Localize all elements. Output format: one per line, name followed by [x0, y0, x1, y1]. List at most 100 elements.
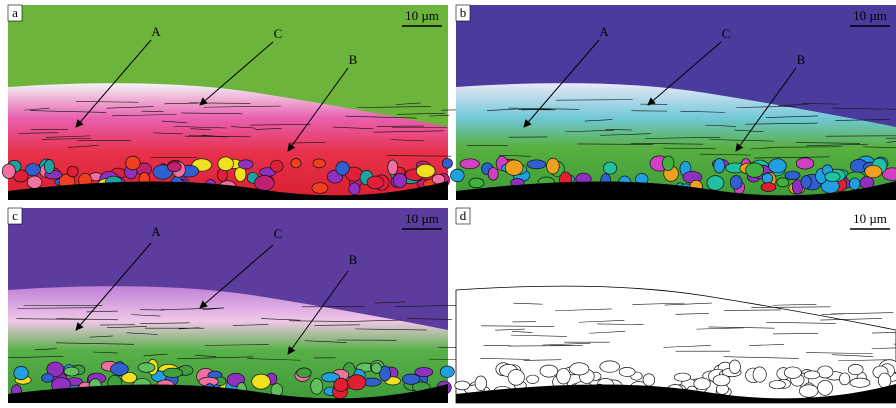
annotation: A [599, 24, 609, 39]
grain [848, 364, 863, 374]
panel-label: d [460, 208, 467, 223]
grain [371, 363, 381, 374]
grain [849, 178, 860, 190]
grain [761, 183, 776, 192]
grain [643, 374, 655, 386]
grain [349, 183, 360, 195]
grain [27, 176, 42, 188]
grain [291, 158, 301, 167]
grain [388, 160, 398, 175]
annotation: A [151, 24, 161, 39]
grain [218, 157, 234, 171]
grain [526, 375, 538, 383]
grain [753, 367, 766, 382]
grain [488, 168, 498, 181]
annotation: C [274, 26, 283, 41]
grain [2, 164, 15, 179]
grain [729, 360, 740, 374]
grain [14, 366, 28, 379]
grain [547, 158, 560, 174]
grain [825, 172, 840, 182]
annotation: B [349, 252, 358, 267]
grain [878, 373, 891, 388]
grain [505, 160, 523, 175]
grain [662, 156, 674, 171]
grain [799, 385, 818, 397]
grain [393, 174, 407, 188]
grain [713, 375, 730, 386]
scale-label: 10 µm [405, 8, 439, 23]
grain [769, 159, 787, 173]
grain [769, 380, 785, 388]
figure: a10 µmACBb10 µmACBc10 µmACBd10 µm [0, 0, 896, 408]
grain [367, 176, 384, 189]
grain [818, 380, 833, 395]
grain [475, 376, 487, 391]
grain [796, 158, 814, 169]
grain [297, 368, 312, 378]
grain [168, 162, 182, 172]
panel-label: b [460, 5, 467, 20]
grain [785, 171, 800, 180]
grain [455, 381, 470, 390]
grain [850, 378, 870, 387]
annotation: C [274, 226, 283, 241]
grain [42, 374, 54, 383]
grain [818, 366, 833, 378]
grain [746, 163, 764, 177]
grain [313, 159, 325, 168]
grain [450, 169, 464, 182]
grain [508, 369, 524, 385]
grain [619, 367, 635, 376]
grain [67, 166, 78, 177]
grain [801, 176, 811, 189]
panel-label: c [12, 208, 18, 223]
grain [707, 176, 724, 191]
scale-label: 10 µm [853, 8, 887, 23]
grain [804, 371, 820, 379]
grain [469, 178, 484, 188]
grain [600, 361, 620, 372]
grain [163, 368, 182, 377]
grain [238, 160, 253, 169]
grain [311, 378, 323, 394]
grain [138, 363, 155, 373]
grain [336, 162, 349, 176]
grain [252, 374, 271, 389]
grain [442, 158, 452, 168]
grain [111, 363, 129, 375]
grain [714, 158, 725, 173]
annotation: B [797, 52, 806, 67]
grain [402, 374, 420, 384]
grain [527, 160, 546, 169]
panel: a 10 µm A C B [2, 5, 488, 200]
grain [762, 173, 773, 183]
grain [255, 175, 275, 190]
grain [126, 156, 141, 170]
grain [334, 378, 348, 391]
grain [540, 365, 558, 377]
grain [271, 160, 284, 172]
grain [416, 164, 435, 177]
grain [784, 367, 801, 378]
panel: b 10 µm A C B [450, 5, 896, 200]
grain [603, 162, 616, 174]
grain [440, 366, 454, 377]
scale-label: 10 µm [853, 211, 887, 226]
grain [460, 159, 479, 169]
grain [674, 373, 690, 381]
grain [839, 373, 850, 385]
panel: d 10 µm [455, 208, 896, 403]
grain [64, 367, 79, 376]
annotation: C [722, 26, 731, 41]
grain [557, 368, 571, 384]
grain [44, 159, 54, 173]
grain [865, 165, 882, 177]
grain [570, 363, 589, 375]
grain [730, 175, 742, 189]
panel-label: a [12, 5, 18, 20]
scale-label: 10 µm [405, 211, 439, 226]
annotation: B [349, 52, 358, 67]
grain [312, 183, 328, 194]
